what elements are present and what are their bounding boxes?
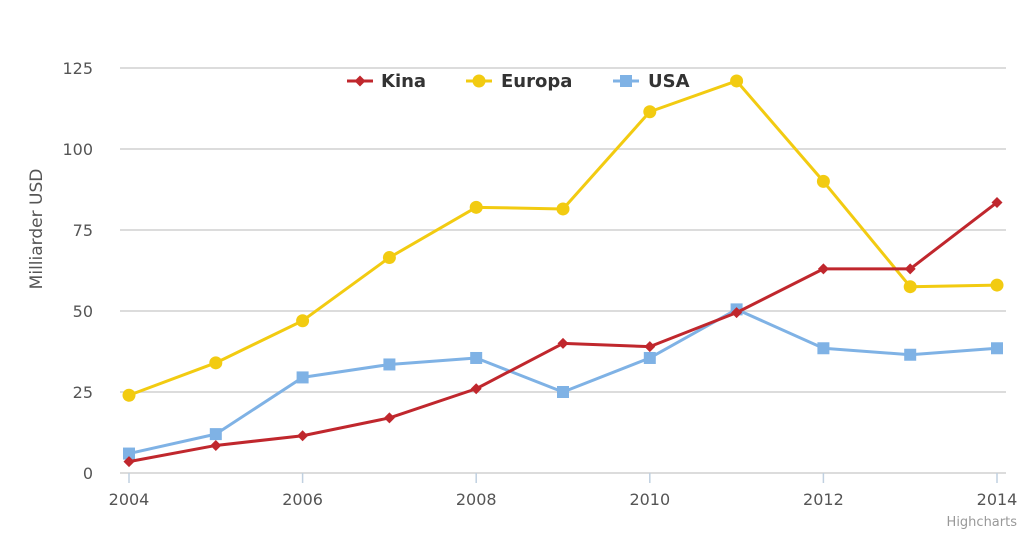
y-axis: 0 25 50 75 100 125: [62, 59, 93, 483]
data-point-kina[interactable]: [904, 263, 916, 275]
data-point-europa[interactable]: [382, 251, 396, 265]
data-point-usa[interactable]: [817, 342, 830, 355]
y-tick-label: 50: [73, 302, 93, 321]
data-point-usa[interactable]: [991, 342, 1003, 355]
x-tick-label: 2012: [803, 490, 844, 509]
data-point-europa[interactable]: [816, 174, 830, 188]
data-point-kina[interactable]: [123, 456, 135, 468]
series-kina: [123, 196, 1003, 468]
y-tick-label: 0: [83, 464, 93, 483]
data-point-kina[interactable]: [991, 196, 1003, 208]
x-tick-label: 2006: [282, 490, 323, 509]
legend-marker-kina[interactable]: [354, 75, 366, 87]
legend-marker-usa[interactable]: [620, 75, 632, 87]
data-point-europa[interactable]: [556, 202, 570, 216]
legend-item-usa[interactable]: USA: [613, 71, 690, 92]
series-line-kina[interactable]: [127, 200, 999, 464]
data-point-usa[interactable]: [643, 351, 656, 364]
data-point-kina[interactable]: [557, 337, 569, 349]
credits-label[interactable]: Highcharts: [947, 515, 1018, 530]
data-point-kina[interactable]: [297, 430, 309, 442]
series-europa: [122, 74, 1004, 402]
data-point-europa[interactable]: [643, 105, 657, 119]
legend-label-usa: USA: [648, 71, 690, 92]
data-point-usa[interactable]: [209, 428, 222, 441]
data-point-usa[interactable]: [904, 348, 917, 361]
data-point-kina[interactable]: [644, 341, 656, 353]
legend[interactable]: Kina Europa USA: [347, 71, 690, 92]
series-group: [122, 74, 1004, 468]
y-tick-label: 125: [62, 59, 93, 78]
legend-item-kina[interactable]: Kina: [347, 71, 426, 92]
series-line-usa[interactable]: [127, 307, 999, 456]
series-usa: [123, 303, 1003, 460]
grid-lines: [120, 67, 1006, 474]
data-point-usa[interactable]: [470, 351, 483, 364]
data-point-europa[interactable]: [990, 278, 1004, 292]
data-point-europa[interactable]: [296, 314, 310, 328]
legend-label-kina: Kina: [381, 71, 426, 92]
y-axis-title: Milliarder USD: [27, 169, 47, 290]
data-point-kina[interactable]: [383, 412, 395, 424]
x-tick-label: 2008: [456, 490, 497, 509]
y-tick-label: 75: [73, 221, 93, 240]
data-point-usa[interactable]: [123, 447, 135, 460]
data-point-europa[interactable]: [903, 280, 917, 294]
legend-label-europa: Europa: [501, 71, 572, 92]
y-tick-label: 100: [62, 140, 93, 159]
data-point-kina[interactable]: [817, 263, 829, 275]
data-point-europa[interactable]: [209, 356, 223, 370]
data-point-kina[interactable]: [210, 439, 222, 451]
data-point-europa[interactable]: [730, 74, 744, 88]
data-point-kina[interactable]: [470, 383, 482, 395]
x-tick-label: 2010: [629, 490, 670, 509]
x-axis: 2004 2006 2008 2010 2012 2014: [109, 473, 1018, 509]
data-point-usa[interactable]: [383, 358, 396, 371]
legend-marker-europa[interactable]: [472, 74, 486, 88]
x-tick-label: 2004: [109, 490, 150, 509]
legend-item-europa[interactable]: Europa: [466, 71, 572, 92]
data-point-usa[interactable]: [296, 371, 309, 384]
x-tick-label: 2014: [977, 490, 1018, 509]
data-point-kina[interactable]: [731, 307, 743, 319]
data-point-usa[interactable]: [557, 386, 569, 398]
y-tick-label: 25: [73, 383, 93, 402]
data-point-europa[interactable]: [469, 200, 483, 214]
data-point-europa[interactable]: [122, 388, 136, 402]
